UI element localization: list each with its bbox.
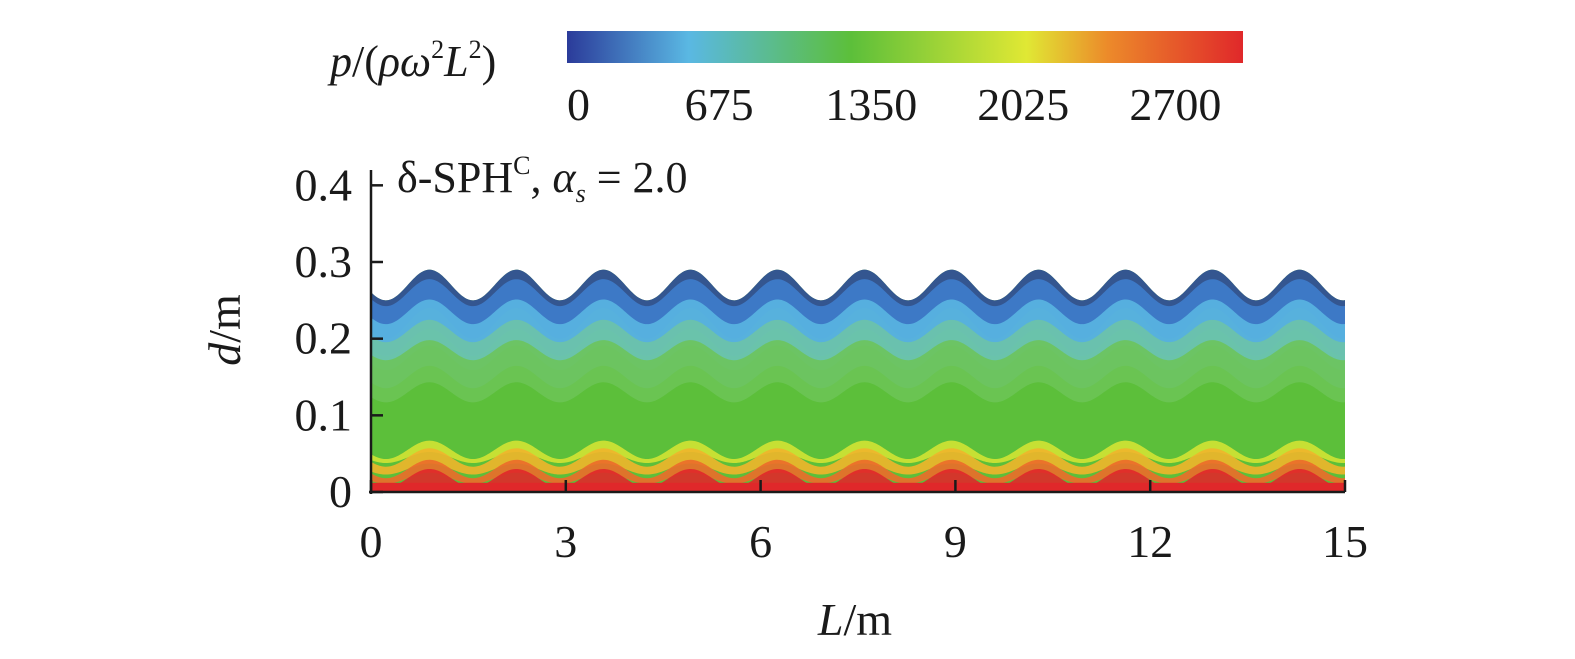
x-tick-label: 12 — [1127, 516, 1173, 567]
pressure-band-bottom — [371, 482, 1345, 492]
colorbar-tick-label: 2025 — [977, 79, 1069, 130]
y-tick-label: 0.1 — [295, 389, 353, 440]
x-tick-label: 6 — [749, 516, 772, 567]
y-tick-labels: 0 0.1 0.2 0.3 0.4 — [295, 159, 353, 517]
colorbar-tick-labels: 0 675 1350 2025 2700 — [567, 79, 1221, 130]
colorbar-tick-label: 1350 — [825, 79, 917, 130]
y-tick-label: 0 — [329, 466, 352, 517]
y-axis-label: d/m — [199, 294, 250, 366]
colorbar-label: p/(ρω2L2) — [327, 35, 496, 86]
x-tick-label: 0 — [360, 516, 383, 567]
x-tick-label: 15 — [1322, 516, 1368, 567]
pressure-field — [371, 269, 1345, 492]
colorbar-tick-label: 675 — [685, 79, 754, 130]
colorbar-tick-label: 2700 — [1129, 79, 1221, 130]
axes — [369, 170, 1347, 494]
pressure-bands — [371, 269, 1345, 492]
colorbar-tick-label: 0 — [567, 79, 590, 130]
x-tick-label: 9 — [944, 516, 967, 567]
y-tick-label: 0.4 — [295, 159, 353, 210]
y-tick-label: 0.3 — [295, 236, 353, 287]
x-tick-label: 3 — [554, 516, 577, 567]
y-tick-label: 0.2 — [295, 313, 353, 364]
plot-title: δ-SPHC, αs = 2.0 — [397, 151, 688, 208]
x-axis-label: L/m — [817, 594, 892, 645]
colorbar — [567, 31, 1243, 63]
pressure-band — [371, 340, 1345, 403]
x-tick-labels: 0 3 6 9 12 15 — [360, 516, 1369, 567]
